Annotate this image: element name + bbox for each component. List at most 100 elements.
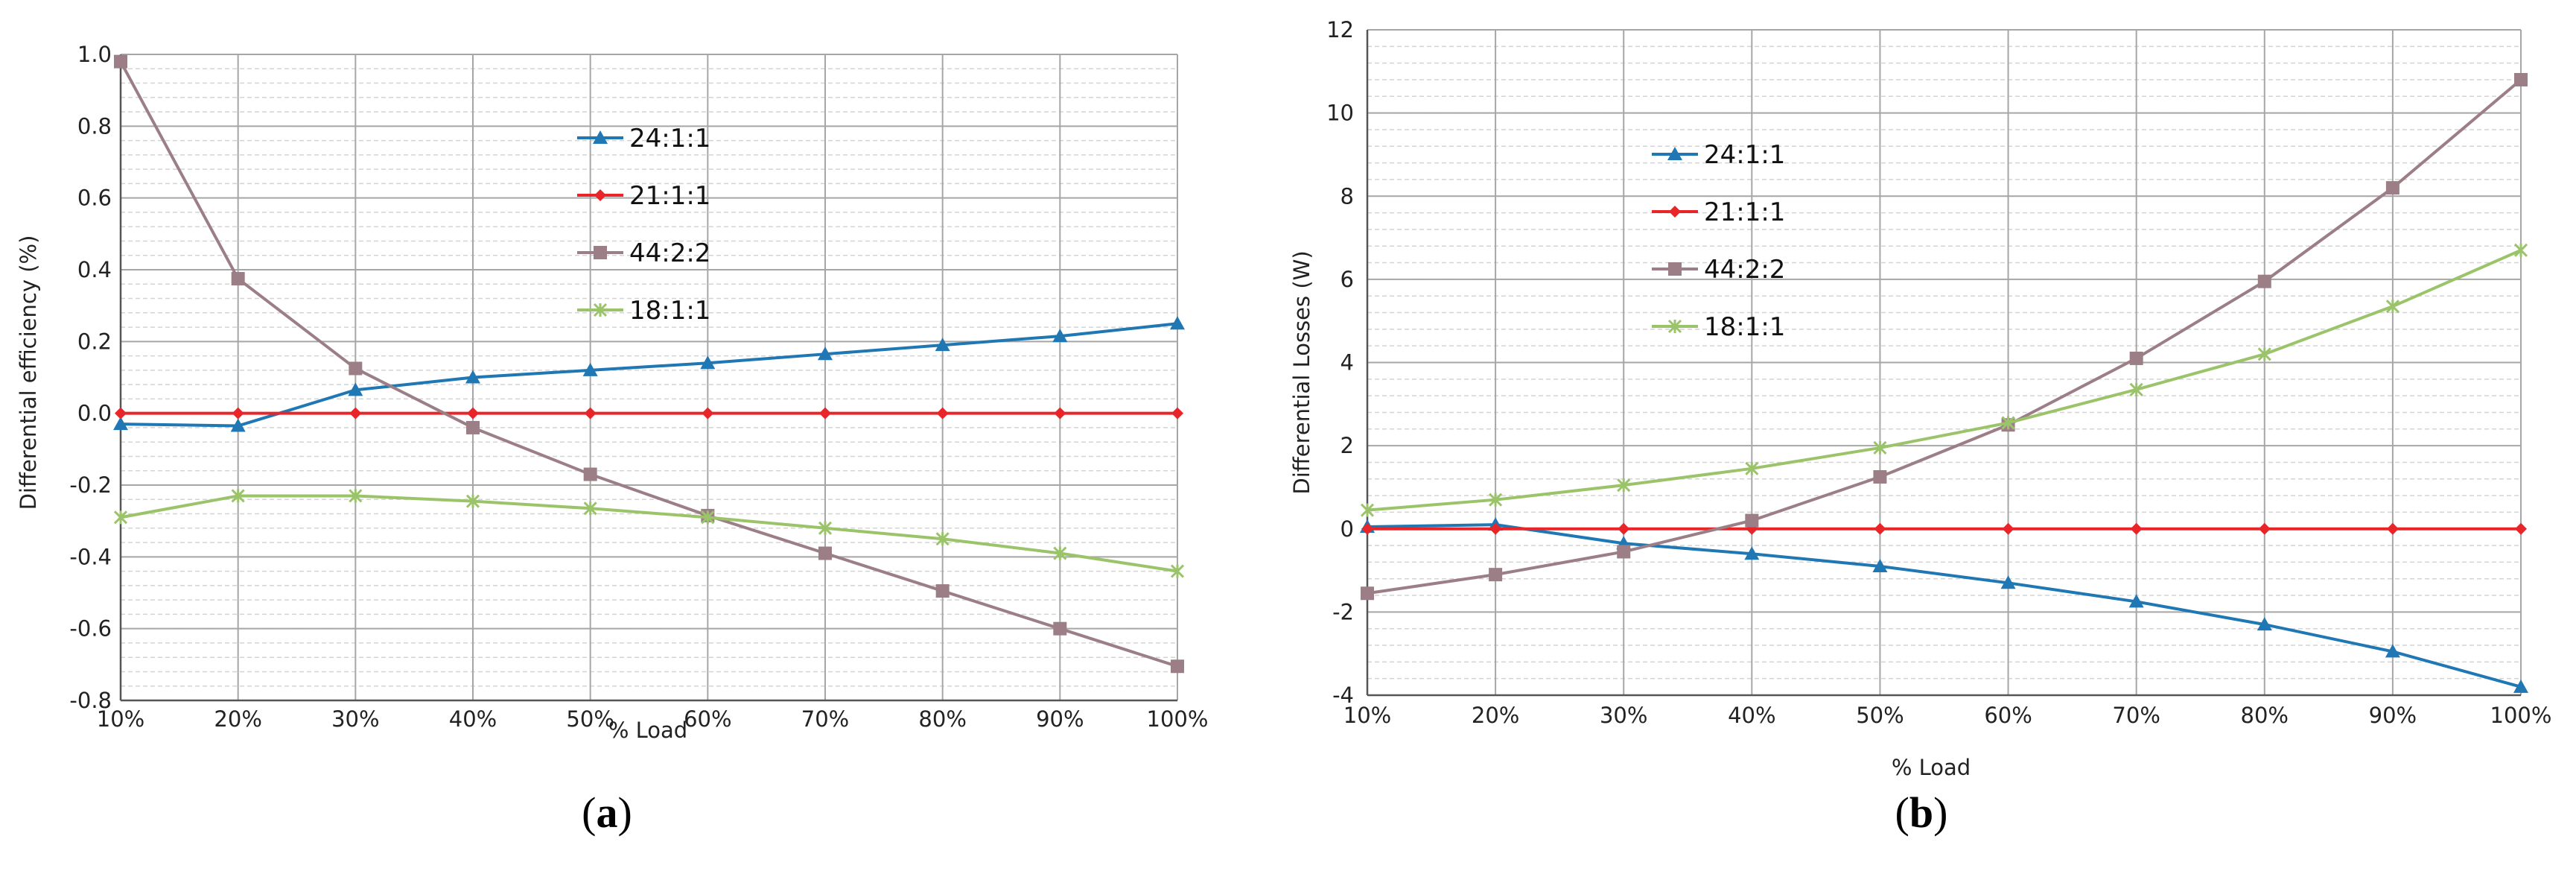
point-21-1-1 — [467, 407, 479, 420]
point-24-1-1 — [582, 362, 598, 376]
point-18-1-1 — [2257, 347, 2271, 361]
point-24-1-1 — [1872, 558, 1888, 572]
point-44-2-2 — [1489, 568, 1503, 582]
point-24-1-1 — [1744, 546, 1760, 560]
x-tick-label: 10% — [1343, 703, 1391, 728]
legend-marker-44-2-2 — [594, 246, 607, 259]
point-21-1-1 — [232, 407, 244, 420]
point-21-1-1 — [936, 407, 949, 420]
point-21-1-1 — [2386, 522, 2399, 535]
y-tick-label: 10 — [1326, 101, 1354, 126]
point-44-2-2 — [818, 546, 832, 560]
point-24-1-1 — [465, 370, 480, 384]
point-44-2-2 — [1617, 545, 1631, 559]
point-44-2-2 — [231, 272, 245, 286]
legend-marker-44-2-2 — [1668, 262, 1682, 276]
legend-b: 24:1:1 21:1:1 44:2:2 18:1:1 — [1652, 140, 1785, 342]
point-44-2-2 — [2257, 274, 2271, 288]
point-18-1-1 — [1170, 564, 1185, 578]
legend-label-24-1-1: 24:1:1 — [1704, 140, 1785, 170]
point-21-1-1 — [349, 407, 362, 420]
point-18-1-1 — [465, 494, 480, 508]
point-44-2-2 — [114, 54, 127, 69]
axes-a — [119, 54, 1177, 702]
point-44-2-2 — [2514, 72, 2528, 86]
series-line-18-1-1 — [120, 494, 1178, 573]
point-18-1-1 — [349, 489, 363, 503]
point-24-1-1 — [1170, 316, 1185, 330]
series-line-44-2-2 — [1367, 78, 2522, 595]
legend-label-18-1-1: 18:1:1 — [629, 296, 710, 326]
grid-a — [120, 54, 1178, 701]
point-24-1-1 — [1052, 329, 1068, 343]
point-24-1-1 — [2257, 617, 2272, 631]
point-21-1-1 — [2515, 522, 2527, 535]
point-44-2-2 — [1171, 659, 1184, 674]
legend-label-21-1-1: 21:1:1 — [1704, 197, 1785, 227]
y-tick-label: 12 — [1326, 17, 1354, 42]
point-44-2-2 — [1873, 469, 1887, 484]
y-tick-labels-b: -4 -2 0 2 4 6 8 10 12 — [1326, 17, 1354, 708]
x-tick-label: 90% — [2369, 703, 2417, 728]
point-21-1-1 — [1489, 522, 1502, 535]
legend-marker-24-1-1 — [1667, 147, 1682, 160]
axes-b — [1366, 30, 2521, 697]
panel-label-b: (b) — [1895, 788, 1948, 837]
x-tick-label: 90% — [1036, 706, 1084, 732]
series-line-44-2-2 — [119, 60, 1178, 668]
chart-panel-b: 10% 20% 30% 40% 50% 60% 70% 80% 90% 100% -4 -2 0 2 4 6… — [1289, 17, 2551, 837]
point-18-1-1 — [1360, 503, 1375, 517]
point-18-1-1 — [935, 532, 950, 546]
point-18-1-1 — [2513, 243, 2528, 257]
y-tick-label: -0.8 — [69, 688, 112, 713]
y-tick-label: 8 — [1341, 183, 1354, 209]
x-tick-labels-b: 10% 20% 30% 40% 50% 60% 70% 80% 90% 100% — [1343, 703, 2552, 728]
legend-label-21-1-1: 21:1:1 — [629, 181, 710, 211]
series-line-24-1-1 — [1367, 523, 2522, 689]
x-tick-label: 30% — [1600, 703, 1647, 728]
point-18-1-1 — [818, 521, 833, 535]
point-24-1-1 — [2513, 679, 2528, 693]
legend-a: 24:1:1 21:1:1 44:2:2 18:1:1 — [577, 124, 710, 326]
x-tick-label: 20% — [1472, 703, 1519, 728]
series-line-24-1-1 — [120, 322, 1178, 428]
point-24-1-1 — [2385, 644, 2400, 658]
point-18-1-1 — [1489, 493, 1503, 507]
point-21-1-1 — [1171, 407, 1183, 420]
series-line-18-1-1 — [1367, 248, 2522, 512]
x-tick-label: 10% — [97, 706, 144, 732]
point-21-1-1 — [1874, 522, 1886, 535]
point-44-2-2 — [2129, 351, 2143, 365]
point-18-1-1 — [1617, 478, 1631, 493]
y-tick-label: 0.6 — [77, 186, 112, 211]
x-tick-labels-a: 10% 20% 30% 40% 50% 60% 70% 80% 90% 100% — [97, 706, 1209, 732]
x-tick-label: 70% — [801, 706, 849, 732]
y-tick-label: -2 — [1332, 599, 1354, 624]
point-21-1-1 — [2130, 522, 2143, 535]
point-18-1-1 — [1053, 546, 1067, 560]
point-24-1-1 — [348, 382, 363, 396]
y-tick-label: 4 — [1341, 350, 1354, 376]
x-tick-label: 20% — [214, 706, 261, 732]
point-21-1-1 — [1361, 522, 1373, 535]
point-44-2-2 — [349, 361, 363, 376]
legend-label-18-1-1: 18:1:1 — [1704, 312, 1785, 342]
point-18-1-1 — [2129, 382, 2143, 396]
panel-label-a: (a) — [582, 788, 632, 837]
y-tick-labels-a: -0.8 -0.6 -0.4 -0.2 0.0 0.2 0.4 0.6 0.8 1.0 — [69, 42, 112, 713]
point-21-1-1 — [702, 407, 714, 420]
x-tick-label: 50% — [566, 706, 614, 732]
legend-marker-21-1-1 — [594, 189, 606, 201]
x-tick-label: 40% — [449, 706, 497, 732]
y-tick-label: 6 — [1341, 267, 1354, 292]
x-axis-title-b: % Load — [1892, 755, 1971, 780]
x-tick-label: 60% — [684, 706, 731, 732]
y-tick-label: -0.6 — [69, 616, 112, 642]
point-21-1-1 — [819, 407, 831, 420]
y-tick-label: 2 — [1341, 433, 1354, 458]
x-tick-label: 30% — [331, 706, 379, 732]
x-tick-label: 70% — [2112, 703, 2160, 728]
point-21-1-1 — [2258, 522, 2271, 535]
series-b — [1360, 72, 2528, 693]
